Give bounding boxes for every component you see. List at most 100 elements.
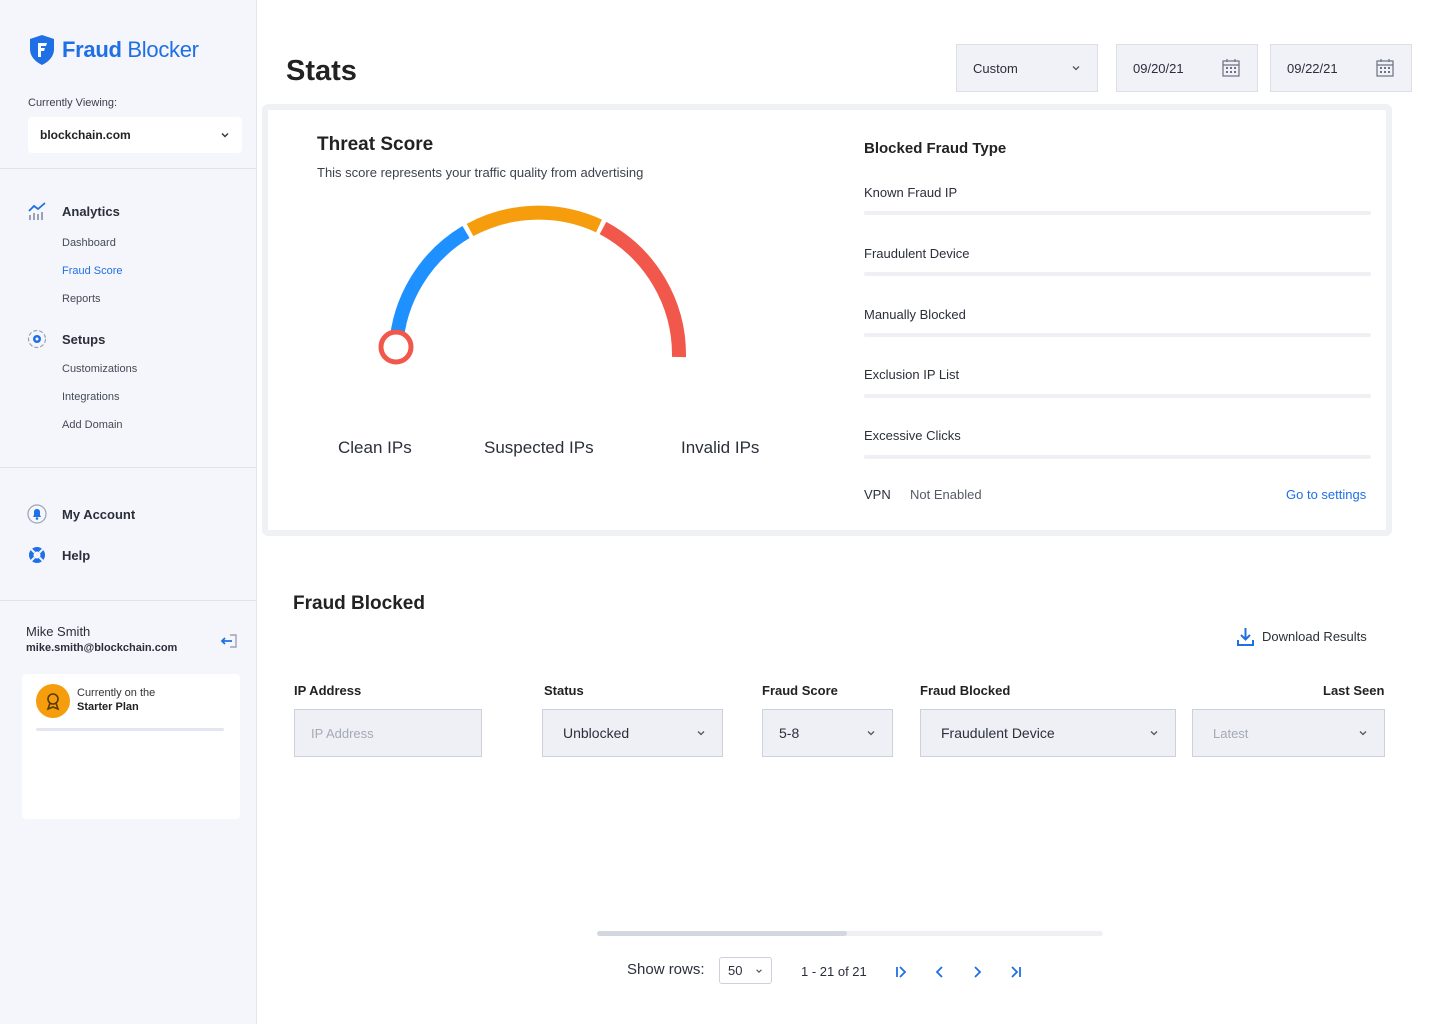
chevron-down-icon (867, 731, 875, 736)
last-seen-placeholder: Latest (1213, 725, 1249, 741)
first-page-icon (896, 966, 907, 978)
plan-usage-bar (36, 728, 224, 731)
fraud-type-bar (864, 333, 1371, 337)
fraud-score-select[interactable]: 5-8 (762, 709, 893, 757)
domain-select[interactable]: blockchain.com (28, 117, 242, 153)
date-range-value: Custom (973, 60, 1018, 76)
nav-my-account-label: My Account (62, 506, 136, 522)
fraud-type-bar (864, 455, 1371, 459)
nav-analytics[interactable]: Analytics (26, 200, 120, 222)
fraud-type-excessive-clicks: Excessive Clicks (864, 428, 961, 443)
last-seen-select[interactable]: Latest (1192, 709, 1385, 757)
date-from-input[interactable]: 09/20/21 (1116, 44, 1258, 92)
date-range-select[interactable]: Custom (956, 44, 1098, 92)
gauge-marker (378, 329, 414, 365)
gauge-invalid-segment (599, 221, 687, 358)
filter-score-label: Fraud Score (762, 683, 838, 698)
date-to-value: 09/22/21 (1287, 60, 1338, 76)
chevron-left-icon (935, 966, 943, 978)
fraud-blocked-select-value: Fraudulent Device (941, 725, 1055, 741)
plan-name: Starter Plan (77, 701, 139, 713)
domain-select-value: blockchain.com (40, 128, 131, 142)
calendar-icon[interactable] (1375, 58, 1395, 78)
last-page-icon (1011, 966, 1021, 978)
threat-score-title: Threat Score (317, 134, 434, 155)
fraud-type-bar (864, 394, 1371, 398)
sidebar-divider (0, 467, 256, 468)
plan-badge-icon (36, 684, 70, 718)
filter-ip-label: IP Address (294, 683, 362, 698)
threat-score-gauge (378, 205, 687, 365)
go-to-settings-link[interactable]: Go to settings (1286, 487, 1367, 502)
scrollbar-thumb[interactable] (597, 931, 847, 936)
rows-per-page-select[interactable]: 50 (719, 957, 772, 984)
fraud-type-known-fraud-ip: Known Fraud IP (864, 185, 958, 200)
date-from-value: 09/20/21 (1133, 60, 1184, 76)
nav-add-domain[interactable]: Add Domain (62, 419, 123, 431)
chevron-down-icon (221, 133, 229, 138)
show-rows-label: Show rows: (627, 961, 705, 978)
fraud-type-bar (864, 211, 1371, 215)
fraud-blocked-select[interactable]: Fraudulent Device (920, 709, 1176, 757)
vpn-label: VPN (864, 487, 891, 502)
filter-last-seen-label: Last Seen (1323, 683, 1385, 698)
chevron-down-icon (1150, 731, 1158, 736)
threat-score-description: This score represents your traffic quali… (317, 165, 644, 180)
plan-line1: Currently on the (77, 687, 156, 699)
chevron-down-icon (1359, 731, 1367, 736)
sidebar-divider (0, 168, 256, 169)
fraud-score-select-value: 5-8 (779, 725, 800, 741)
previous-page-button[interactable] (930, 962, 950, 982)
nav-my-account[interactable]: My Account (26, 503, 135, 525)
nav-dashboard[interactable]: Dashboard (62, 237, 116, 249)
calendar-icon[interactable] (1221, 58, 1241, 78)
first-page-button[interactable] (891, 962, 911, 982)
nav-reports[interactable]: Reports (62, 293, 101, 305)
logout-icon[interactable] (220, 633, 238, 649)
nav-help[interactable]: Help (26, 544, 90, 566)
nav-help-label: Help (62, 547, 91, 563)
chevron-down-icon (756, 968, 762, 973)
currently-viewing-label: Currently Viewing: (28, 97, 118, 109)
rows-per-page-value: 50 (728, 963, 743, 978)
nav-setups-label: Setups (62, 331, 106, 347)
pagination-range: 1 - 21 of 21 (801, 964, 867, 979)
fraud-type-bar (864, 272, 1371, 276)
gauge-label-invalid: Invalid IPs (681, 438, 760, 457)
stats-card (262, 104, 1392, 536)
download-icon (1237, 628, 1254, 646)
gauge-suspected-segment (466, 205, 602, 237)
gauge-clean-segment (389, 225, 470, 348)
setup-gear-icon (27, 329, 47, 349)
fraud-type-fraudulent-device: Fraudulent Device (864, 246, 970, 261)
date-to-input[interactable]: 09/22/21 (1270, 44, 1412, 92)
ip-address-input[interactable]: IP Address (294, 709, 482, 757)
download-results-label: Download Results (1262, 629, 1367, 644)
last-page-button[interactable] (1006, 962, 1026, 982)
account-bell-icon (27, 504, 47, 524)
gauge-label-clean: Clean IPs (338, 438, 412, 457)
chevron-down-icon (1072, 66, 1080, 71)
help-lifebuoy-icon (29, 547, 45, 563)
status-select-value: Unblocked (563, 725, 630, 741)
nav-customizations[interactable]: Customizations (62, 363, 138, 375)
chevron-down-icon (697, 731, 705, 736)
gauge-label-suspected: Suspected IPs (484, 438, 594, 457)
user-email: mike.smith@blockchain.com (26, 642, 178, 654)
next-page-button[interactable] (967, 962, 987, 982)
ip-address-placeholder: IP Address (311, 725, 374, 741)
page-title: Stats (286, 55, 357, 87)
analytics-chart-icon (28, 202, 46, 220)
nav-integrations[interactable]: Integrations (62, 391, 120, 403)
status-select[interactable]: Unblocked (542, 709, 723, 757)
brand-logo[interactable]: Fraud Blocker (28, 34, 199, 66)
fraud-blocked-title: Fraud Blocked (293, 593, 425, 614)
vpn-status: Not Enabled (910, 487, 982, 502)
nav-fraud-score[interactable]: Fraud Score (62, 265, 123, 277)
nav-setups[interactable]: Setups (26, 328, 105, 350)
brand-name: Fraud Blocker (62, 37, 199, 62)
sidebar-divider (0, 600, 256, 601)
download-results-button[interactable]: Download Results (1237, 627, 1367, 646)
chevron-right-icon (974, 966, 982, 978)
table-horizontal-scrollbar[interactable] (597, 931, 1103, 936)
